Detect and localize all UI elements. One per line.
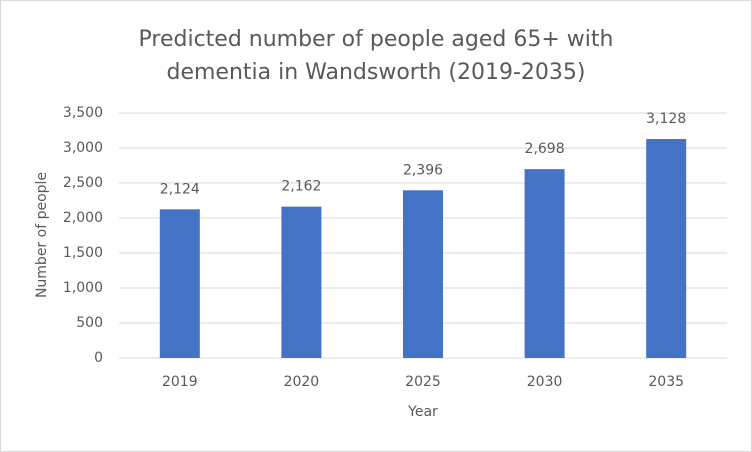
chart-title: Predicted number of people aged 65+ with [139,27,614,52]
y-axis-label: Number of people [34,172,50,298]
x-tick-label: 2035 [648,374,684,390]
data-label: 2,124 [160,181,200,197]
y-tick-label: 3,000 [63,140,103,156]
x-tick-label: 2019 [162,374,198,390]
data-label: 2,162 [281,179,321,195]
y-tick-label: 1,500 [63,245,103,261]
x-tick-label: 2030 [527,374,563,390]
chart-title: dementia in Wandsworth (2019-2035) [166,60,585,85]
y-tick-label: 2,000 [63,210,103,226]
bar [646,139,687,358]
data-label: 3,128 [646,111,686,127]
bar [403,190,443,358]
x-tick-label: 2025 [405,374,441,390]
y-tick-label: 1,000 [63,280,103,296]
x-axis-label: Year [407,404,438,420]
bar [281,206,322,358]
x-tick-label: 2020 [284,374,320,390]
bar [524,169,565,358]
y-tick-label: 2,500 [63,175,103,191]
bar [159,209,200,358]
data-label: 2,396 [403,162,443,178]
y-tick-label: 0 [94,350,103,366]
y-tick-label: 3,500 [63,105,103,121]
data-label: 2,698 [525,141,565,157]
y-tick-label: 500 [76,315,103,331]
